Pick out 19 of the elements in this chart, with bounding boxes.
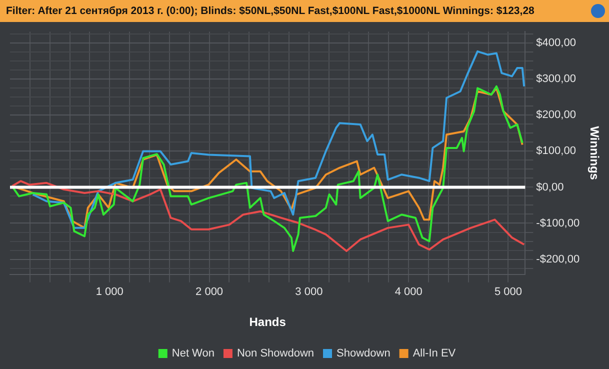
y-tick-label: $300,00 <box>536 73 576 86</box>
chart-title: Filter: After 21 сентября 2013 г. (0:00); Blinds: $50NL,$50NL Fast,$100NL Fast,$1000NL Winnings: $123,28 <box>6 5 534 17</box>
legend-label: All-In EV <box>412 348 456 360</box>
x-tick-label: 4 000 <box>394 286 422 298</box>
y-axis-title: Winnings <box>587 126 602 180</box>
x-axis-title: Hands <box>249 315 286 330</box>
y-tick-label: $400,00 <box>536 37 576 50</box>
x-tick-label: 2 000 <box>196 286 224 298</box>
y-tick-label: -$200,00 <box>536 253 580 266</box>
legend-label: Net Won <box>172 348 214 360</box>
x-tick-label: 5 000 <box>494 286 522 298</box>
y-tick-label: $0,00 <box>536 181 564 194</box>
y-tick-label: $100,00 <box>536 145 576 158</box>
x-tick-label: 1 000 <box>96 286 124 298</box>
legend-label: Showdown <box>336 348 390 360</box>
legend-label: Non Showdown <box>236 348 314 360</box>
y-tick-label: $200,00 <box>536 109 576 122</box>
x-tick-label: 3 000 <box>295 286 323 298</box>
y-tick-label: -$100,00 <box>536 217 580 230</box>
